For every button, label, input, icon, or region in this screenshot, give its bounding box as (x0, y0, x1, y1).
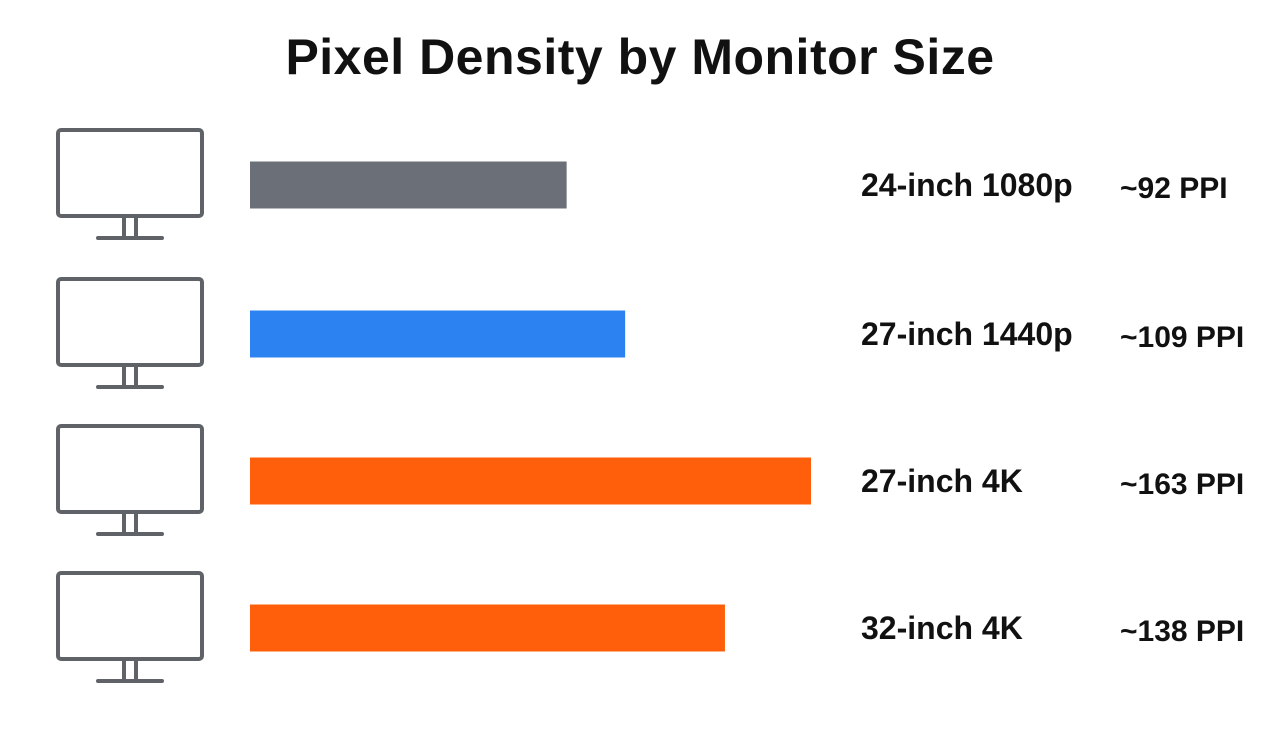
value-label: ~92 PPI (1120, 172, 1228, 205)
value-label: ~163 PPI (1120, 468, 1244, 501)
monitor-screen (56, 128, 204, 218)
category-label: 27-inch 1440p (861, 316, 1073, 352)
monitor-screen (56, 277, 204, 367)
monitor-icon (56, 128, 204, 240)
value-label: ~138 PPI (1120, 615, 1244, 648)
bar-4 (250, 604, 725, 652)
bar-3 (250, 457, 811, 505)
value-label: ~109 PPI (1120, 321, 1244, 354)
bar-1 (250, 161, 567, 209)
monitor-icon (56, 277, 204, 389)
chart-title: Pixel Density by Monitor Size (285, 29, 995, 85)
monitor-screen (56, 424, 204, 514)
category-label: 27-inch 4K (861, 463, 1023, 499)
category-label: 32-inch 4K (861, 610, 1023, 646)
monitor-icon (56, 424, 204, 536)
bar-2 (250, 310, 626, 358)
monitor-icon (56, 571, 204, 683)
category-label: 24-inch 1080p (861, 167, 1073, 203)
monitor-screen (56, 571, 204, 661)
